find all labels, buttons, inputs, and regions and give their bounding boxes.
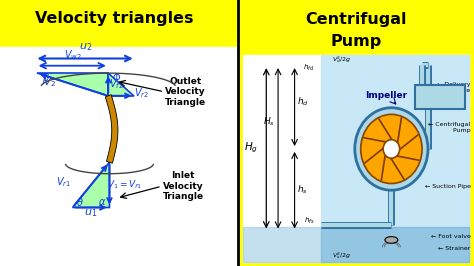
Text: $V_{r1}$: $V_{r1}$ (56, 175, 71, 189)
Text: $h_d$: $h_d$ (297, 95, 309, 108)
Text: $h_s$: $h_s$ (297, 184, 308, 196)
Bar (320, 227, 469, 262)
Circle shape (361, 114, 422, 184)
FancyBboxPatch shape (415, 85, 465, 109)
Circle shape (355, 108, 428, 190)
Polygon shape (105, 95, 118, 163)
Text: Outlet
Velocity
Triangle: Outlet Velocity Triangle (165, 77, 206, 107)
Text: $V_{f2}$: $V_{f2}$ (109, 78, 124, 91)
Bar (243, 227, 469, 262)
Bar (320, 55, 469, 262)
Text: $\theta$: $\theta$ (76, 196, 83, 208)
Text: $h_{fd}$: $h_{fd}$ (303, 63, 315, 73)
Text: Pump: Pump (330, 34, 382, 49)
Ellipse shape (385, 237, 398, 243)
Text: $H_s$: $H_s$ (263, 115, 274, 128)
Text: $H_g$: $H_g$ (244, 141, 258, 156)
Text: $V_{r2}$: $V_{r2}$ (134, 86, 149, 100)
Text: Inlet
Velocity
Triangle: Inlet Velocity Triangle (163, 171, 204, 201)
Text: Impeller: Impeller (365, 91, 408, 100)
Text: $V_d^2/2g$: $V_d^2/2g$ (332, 55, 352, 65)
Text: $\alpha$: $\alpha$ (98, 197, 107, 207)
Text: $u_2$: $u_2$ (79, 41, 92, 53)
Circle shape (383, 140, 400, 158)
Text: $V_s^2/2g$: $V_s^2/2g$ (332, 251, 352, 261)
Polygon shape (73, 162, 109, 207)
Text: ← Foot valve: ← Foot valve (430, 234, 471, 239)
Text: $\Phi$: $\Phi$ (112, 71, 121, 84)
Text: ← Delivery
   Pipe: ← Delivery Pipe (437, 82, 471, 93)
Text: ← Strainer: ← Strainer (438, 246, 471, 251)
Text: $h_{fs}$: $h_{fs}$ (304, 216, 315, 226)
Text: $V_1=V_{f1}$: $V_1=V_{f1}$ (107, 179, 143, 191)
Text: Delivery
Tank: Delivery Tank (423, 91, 456, 103)
Text: Velocity triangles: Velocity triangles (35, 11, 193, 26)
Text: $V_{w2}$: $V_{w2}$ (64, 48, 82, 62)
Text: $\beta$: $\beta$ (43, 71, 50, 85)
Text: $V_2$: $V_2$ (44, 75, 56, 89)
Polygon shape (108, 73, 135, 96)
Bar (0, 47, 238, 266)
Text: ← Suction Pipe: ← Suction Pipe (425, 184, 471, 189)
Polygon shape (37, 73, 108, 96)
Text: $u_1$: $u_1$ (84, 207, 98, 219)
Text: ← Centrifugal
   Pump: ← Centrifugal Pump (428, 122, 471, 133)
Bar (243, 55, 469, 262)
Text: Centrifugal: Centrifugal (305, 13, 407, 27)
